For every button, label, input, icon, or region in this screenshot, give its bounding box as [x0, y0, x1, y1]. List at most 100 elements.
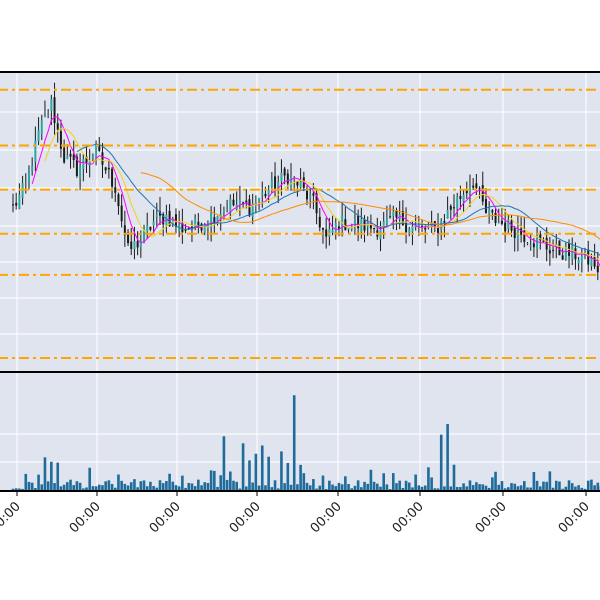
- volume-bar: [542, 481, 545, 491]
- volume-bar: [484, 485, 488, 491]
- volume-bar: [171, 481, 175, 491]
- candle-body: [267, 189, 270, 196]
- candle-body: [353, 219, 356, 227]
- volume-bar: [465, 486, 469, 491]
- volume-bar: [139, 481, 143, 491]
- volume-bar: [21, 488, 24, 491]
- volume-bar: [248, 460, 251, 491]
- candle-body: [155, 214, 158, 218]
- volume-bar: [350, 488, 354, 491]
- candle-body: [561, 255, 564, 260]
- candle-body: [40, 120, 43, 135]
- volume-bar: [564, 486, 568, 491]
- volume-bar: [363, 481, 366, 491]
- candle-body: [203, 224, 206, 233]
- candle-body: [392, 211, 395, 217]
- candle-body: [389, 216, 392, 218]
- candle-body: [146, 225, 149, 232]
- candle-body: [114, 187, 117, 193]
- volume-bar: [574, 486, 577, 491]
- volume-bar: [165, 480, 168, 491]
- volume-bar: [337, 482, 341, 491]
- moving-average-line: [31, 116, 600, 267]
- volume-bar: [72, 485, 76, 491]
- volume-bar: [561, 488, 564, 491]
- volume-bar: [407, 482, 411, 491]
- x-tick-label: 00:00: [308, 499, 345, 536]
- candle-body: [587, 249, 590, 265]
- candle-body: [331, 229, 334, 233]
- volume-bar: [452, 464, 456, 491]
- volume-bar: [136, 487, 139, 491]
- candle-body: [229, 199, 232, 214]
- candle-body: [232, 199, 235, 206]
- volume-bar: [289, 484, 293, 491]
- volume-bar: [583, 488, 587, 491]
- volume-bar: [238, 488, 242, 491]
- candle-body: [216, 215, 219, 224]
- volume-bar: [596, 482, 600, 491]
- volume-bar: [46, 481, 50, 491]
- candle-body: [539, 233, 542, 241]
- volume-bar: [538, 486, 542, 491]
- candle-body: [261, 192, 264, 195]
- volume-bar: [85, 487, 88, 491]
- candle-body: [159, 211, 161, 216]
- volume-bar: [69, 479, 72, 491]
- volume-bar: [331, 484, 334, 491]
- volume-bar: [50, 461, 53, 491]
- candle-body: [133, 241, 136, 250]
- candle-body: [104, 167, 107, 171]
- candle-body: [558, 240, 561, 256]
- volume-bar: [500, 481, 504, 491]
- volume-bar: [59, 486, 63, 491]
- candle-body: [168, 210, 171, 227]
- candle-body: [184, 229, 187, 231]
- candle-body: [321, 227, 324, 230]
- volume-bar: [516, 486, 520, 491]
- volume-bar: [459, 486, 462, 491]
- volume-bar: [513, 483, 517, 491]
- volume-bar: [235, 481, 238, 491]
- volume-bar: [340, 484, 344, 491]
- price-panel: [0, 71, 600, 373]
- candle-body: [59, 131, 62, 149]
- volume-bar: [104, 481, 107, 491]
- volume-bar: [417, 485, 421, 491]
- volume-bar: [577, 485, 580, 491]
- candle-body: [465, 190, 468, 194]
- candle-body: [401, 211, 404, 226]
- volume-bar: [197, 479, 200, 491]
- candle-body: [484, 199, 487, 213]
- candle-body: [120, 205, 123, 222]
- volume-bar: [567, 480, 571, 491]
- candle-body: [277, 181, 280, 192]
- volume-bar: [120, 480, 123, 491]
- candle-body: [427, 227, 430, 229]
- candle-body: [50, 99, 53, 112]
- volume-bar: [123, 483, 127, 491]
- candle-body: [43, 114, 46, 117]
- candle-body: [47, 114, 50, 116]
- volume-bar: [206, 482, 210, 491]
- candle-body: [472, 185, 475, 188]
- volume-bar: [535, 480, 539, 491]
- moving-average-line: [140, 172, 600, 240]
- candle-body: [130, 241, 133, 250]
- volume-bar: [382, 473, 385, 491]
- volume-bar: [133, 479, 136, 491]
- volume-bar: [280, 451, 283, 491]
- volume-bar: [551, 487, 555, 491]
- candle-body: [117, 194, 120, 207]
- candle-body: [91, 156, 94, 159]
- volume-bar: [376, 483, 379, 491]
- candle-body: [75, 156, 78, 176]
- volume-bar: [264, 485, 267, 491]
- candle-body: [79, 166, 82, 179]
- candle-body: [37, 130, 40, 142]
- candle-body: [344, 219, 347, 231]
- x-tick-label: 00:00: [0, 499, 24, 536]
- candle-body: [456, 197, 459, 209]
- candle-body: [254, 202, 257, 204]
- candle-body: [31, 166, 34, 172]
